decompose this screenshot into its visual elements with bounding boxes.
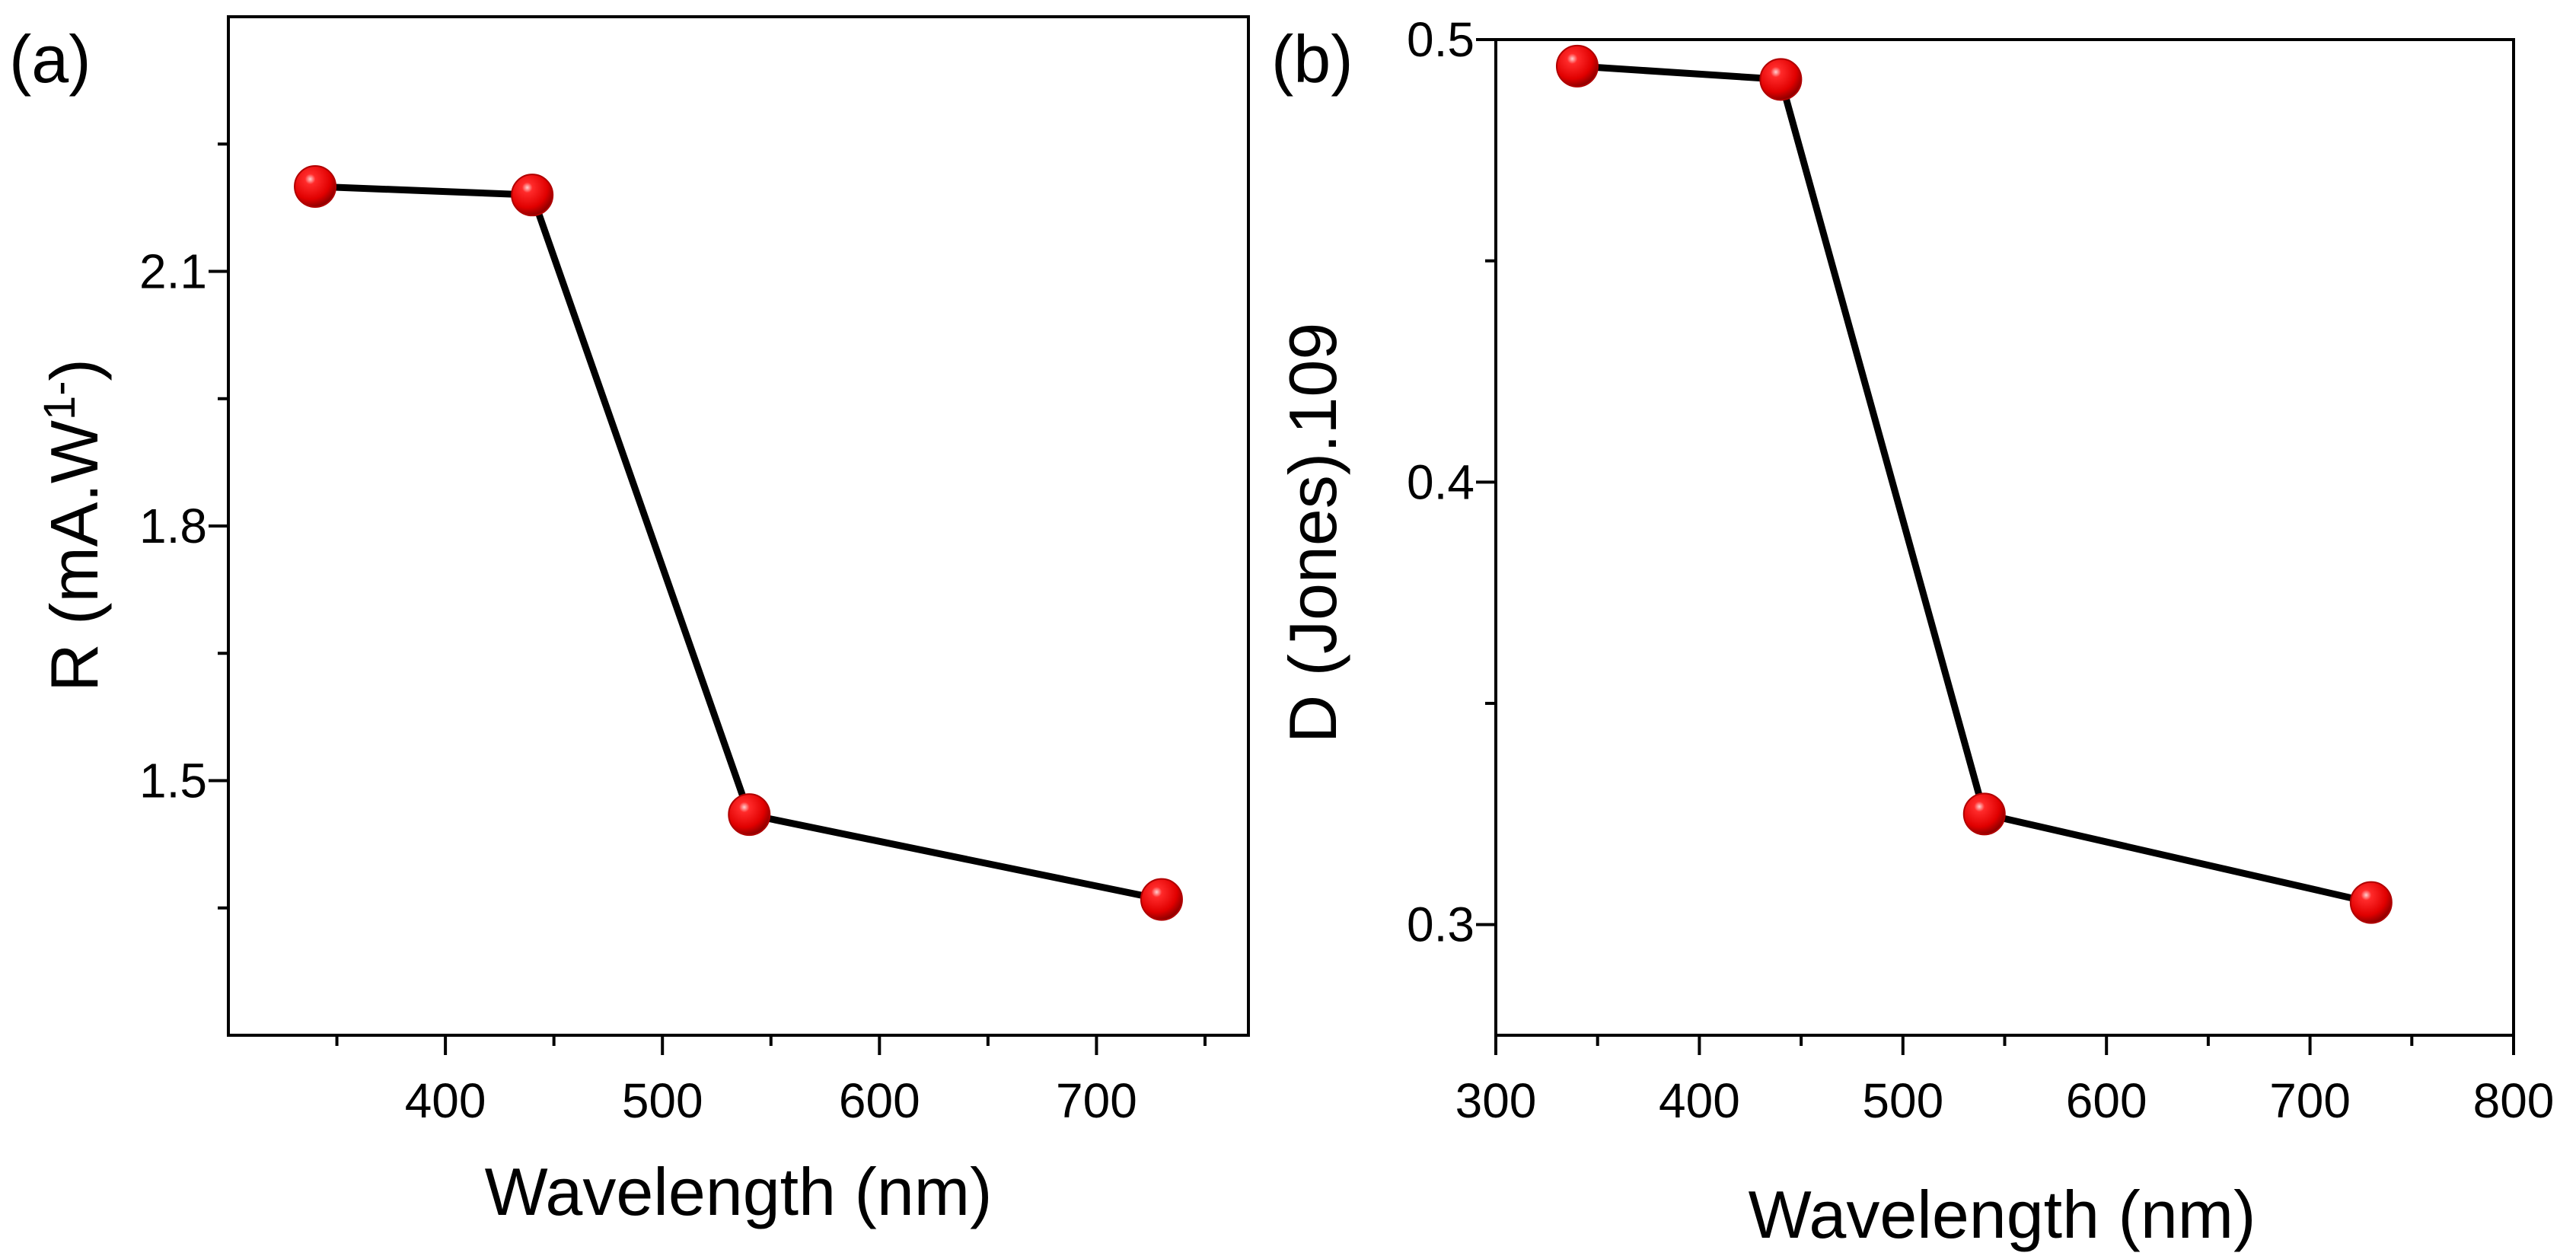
x-tick-label: 300	[1455, 1073, 1537, 1128]
plot-area	[294, 165, 1183, 921]
data-point	[728, 793, 771, 837]
plot-area	[1555, 44, 2393, 924]
panel-a: (a) 400 500 600 700 1.5 1.8 2.1 Wavelength (nm…	[9, 15, 1250, 1229]
x-tick-label: 700	[1056, 1073, 1137, 1128]
y-tick-label: 0.3	[1407, 897, 1475, 952]
x-tick-label: 500	[1862, 1073, 1943, 1128]
data-point	[1555, 44, 1599, 88]
y-tick-label: 0.5	[1407, 12, 1475, 67]
panel-label: (b)	[1271, 21, 1353, 97]
data-point	[1140, 878, 1183, 921]
panel-label: (a)	[9, 21, 91, 97]
y-tick-label: 2.1	[139, 244, 207, 299]
y-axis-title: R (mA.W1-)	[35, 359, 112, 692]
y-axis-title: D (Jones).109	[1275, 323, 1350, 744]
panel-b: (b) 300 400 500 600 700 800 0.3 0.4 0.5 Waveleng…	[1271, 12, 2554, 1252]
x-axis-title: Wavelength (nm)	[1749, 1177, 2256, 1252]
x-tick-label: 800	[2473, 1073, 2555, 1128]
x-tick-label: 500	[622, 1073, 703, 1128]
y-axis-title-main: R (mA.W	[37, 420, 112, 692]
data-point	[294, 165, 337, 208]
x-tick-label: 600	[2066, 1073, 2147, 1128]
axis-ticks: 400 500 600 700 1.5 1.8 2.1	[139, 142, 1207, 1128]
series-line	[314, 183, 1162, 904]
x-tick-label: 400	[405, 1073, 486, 1128]
data-point	[1962, 792, 2006, 836]
data-point	[1759, 58, 1803, 101]
x-tick-label: 600	[839, 1073, 920, 1128]
x-tick-label: 700	[2269, 1073, 2351, 1128]
data-point	[511, 174, 554, 217]
x-axis-title: Wavelength (nm)	[485, 1154, 993, 1229]
y-tick-label: 1.5	[139, 754, 207, 808]
y-axis-title-tail: )	[37, 359, 112, 381]
y-tick-label: 0.4	[1407, 454, 1475, 509]
x-tick-label: 400	[1659, 1073, 1740, 1128]
axis-ticks: 300 400 500 600 700 800 0.3 0.4 0.5	[1407, 12, 2554, 1128]
series-line	[1577, 62, 2372, 906]
data-point	[2349, 881, 2393, 924]
y-tick-label: 1.8	[139, 499, 207, 553]
y-axis-title-superscript: 1-	[35, 381, 84, 420]
